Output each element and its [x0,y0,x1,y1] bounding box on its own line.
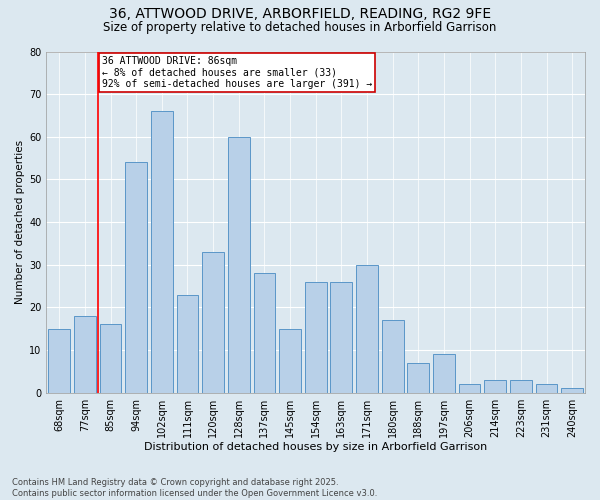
Bar [176,294,199,392]
Text: 36 ATTWOOD DRIVE: 86sqm
← 8% of detached houses are smaller (33)
92% of semi-det: 36 ATTWOOD DRIVE: 86sqm ← 8% of detached… [101,56,372,89]
Bar [151,111,173,392]
Bar [331,282,352,393]
X-axis label: Distribution of detached houses by size in Arborfield Garrison: Distribution of detached houses by size … [144,442,487,452]
Bar [536,384,557,392]
Bar [561,388,583,392]
Bar [356,265,378,392]
Bar [305,282,326,393]
Bar [100,324,121,392]
Bar [49,328,70,392]
Text: Size of property relative to detached houses in Arborfield Garrison: Size of property relative to detached ho… [103,21,497,34]
Bar [484,380,506,392]
Bar [510,380,532,392]
Text: 36, ATTWOOD DRIVE, ARBORFIELD, READING, RG2 9FE: 36, ATTWOOD DRIVE, ARBORFIELD, READING, … [109,8,491,22]
Bar [74,316,96,392]
Bar [202,252,224,392]
Bar [433,354,455,393]
Bar [407,363,429,392]
Bar [228,137,250,392]
Bar [125,162,147,392]
Bar [382,320,404,392]
Bar [279,328,301,392]
Bar [254,274,275,392]
Bar [458,384,481,392]
Y-axis label: Number of detached properties: Number of detached properties [15,140,25,304]
Text: Contains HM Land Registry data © Crown copyright and database right 2025.
Contai: Contains HM Land Registry data © Crown c… [12,478,377,498]
